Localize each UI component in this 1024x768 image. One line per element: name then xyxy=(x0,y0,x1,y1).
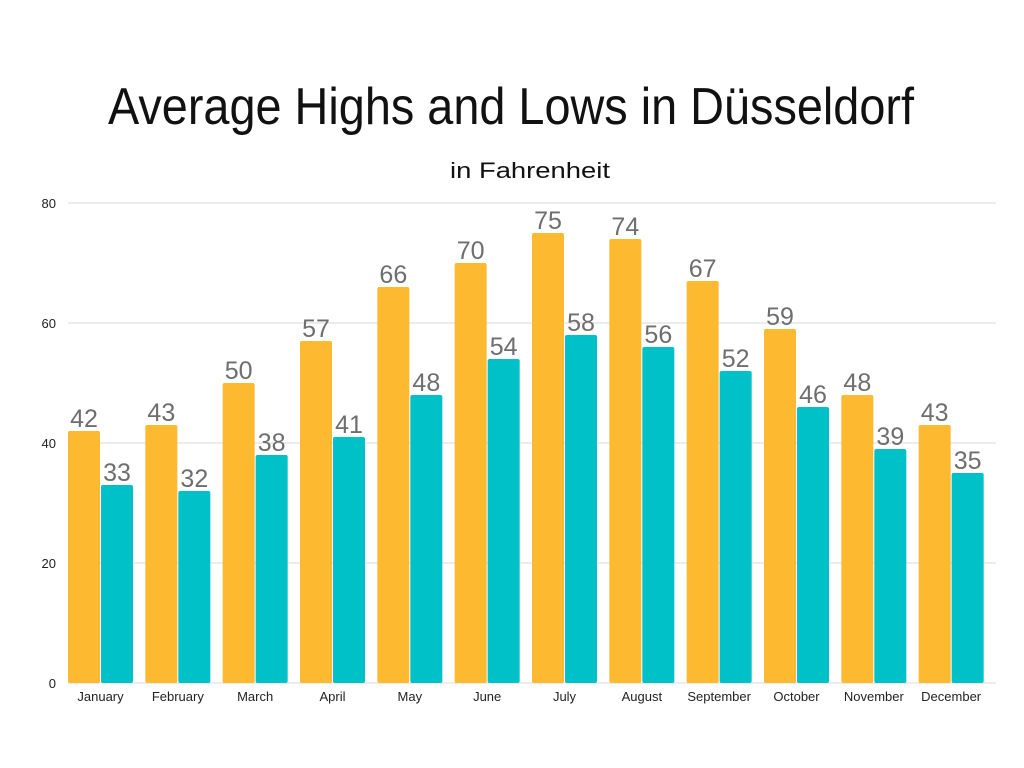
bar xyxy=(68,431,100,683)
data-label: 41 xyxy=(335,411,363,439)
x-tick-label: November xyxy=(844,689,905,704)
data-label: 32 xyxy=(180,465,208,493)
x-tick-label: January xyxy=(77,689,124,704)
bar xyxy=(377,287,410,683)
data-label: 43 xyxy=(147,399,175,427)
data-label: 66 xyxy=(379,261,407,289)
data-label: 58 xyxy=(567,309,595,337)
x-tick-label: October xyxy=(773,689,820,704)
bar xyxy=(178,491,211,683)
bars xyxy=(68,233,984,683)
bar xyxy=(454,263,487,683)
data-label: 74 xyxy=(611,213,639,241)
data-label: 46 xyxy=(799,381,827,409)
bar xyxy=(764,329,796,683)
bar xyxy=(609,239,642,683)
data-label: 43 xyxy=(921,399,949,427)
data-label: 70 xyxy=(457,237,485,265)
data-label: 57 xyxy=(302,315,330,343)
y-tick-label: 40 xyxy=(42,436,56,451)
x-tick-label: April xyxy=(319,689,345,704)
x-tick-label: September xyxy=(687,689,751,704)
data-label: 35 xyxy=(954,447,982,475)
chart-subtitle: in Fahrenheit xyxy=(450,158,610,183)
bar xyxy=(101,485,133,683)
data-label: 54 xyxy=(490,333,518,361)
y-tick-label: 60 xyxy=(42,316,56,331)
data-label: 48 xyxy=(412,369,440,397)
data-label: 52 xyxy=(722,345,750,373)
x-tick-label: July xyxy=(553,689,577,704)
data-label: 67 xyxy=(689,255,717,283)
x-tick-label: June xyxy=(473,689,501,704)
data-label: 33 xyxy=(103,459,131,487)
bar xyxy=(686,281,719,683)
axes: 0 20 40 60 80 January February March April May Jun… xyxy=(42,196,982,704)
y-tick-label: 20 xyxy=(42,556,56,571)
bar xyxy=(487,359,520,683)
bar xyxy=(797,407,829,683)
data-label: 50 xyxy=(225,357,253,385)
x-tick-label: August xyxy=(622,689,663,704)
bar xyxy=(874,449,907,683)
data-label: 56 xyxy=(644,321,672,349)
data-label: 42 xyxy=(70,405,98,433)
bar xyxy=(565,335,597,683)
bar xyxy=(532,233,564,683)
data-label: 75 xyxy=(534,207,562,235)
data-label: 59 xyxy=(766,303,794,331)
bar xyxy=(719,371,752,683)
bar xyxy=(951,473,984,683)
bar xyxy=(918,425,951,683)
bar xyxy=(410,395,443,683)
x-tick-label: February xyxy=(152,689,205,704)
bar xyxy=(222,383,255,683)
x-tick-label: May xyxy=(398,689,423,704)
x-tick-label: March xyxy=(237,689,273,704)
chart-title: Average Highs and Lows in Düsseldorf xyxy=(108,78,914,136)
data-label: 48 xyxy=(843,369,871,397)
bar xyxy=(841,395,874,683)
data-label: 39 xyxy=(876,423,904,451)
bar xyxy=(145,425,178,683)
bar xyxy=(642,347,675,683)
y-tick-label: 80 xyxy=(42,196,56,211)
y-tick-label: 0 xyxy=(49,676,56,691)
bar xyxy=(300,341,332,683)
bar xyxy=(333,437,365,683)
x-tick-label: December xyxy=(921,689,982,704)
bar xyxy=(255,455,288,683)
data-label: 38 xyxy=(258,429,286,457)
